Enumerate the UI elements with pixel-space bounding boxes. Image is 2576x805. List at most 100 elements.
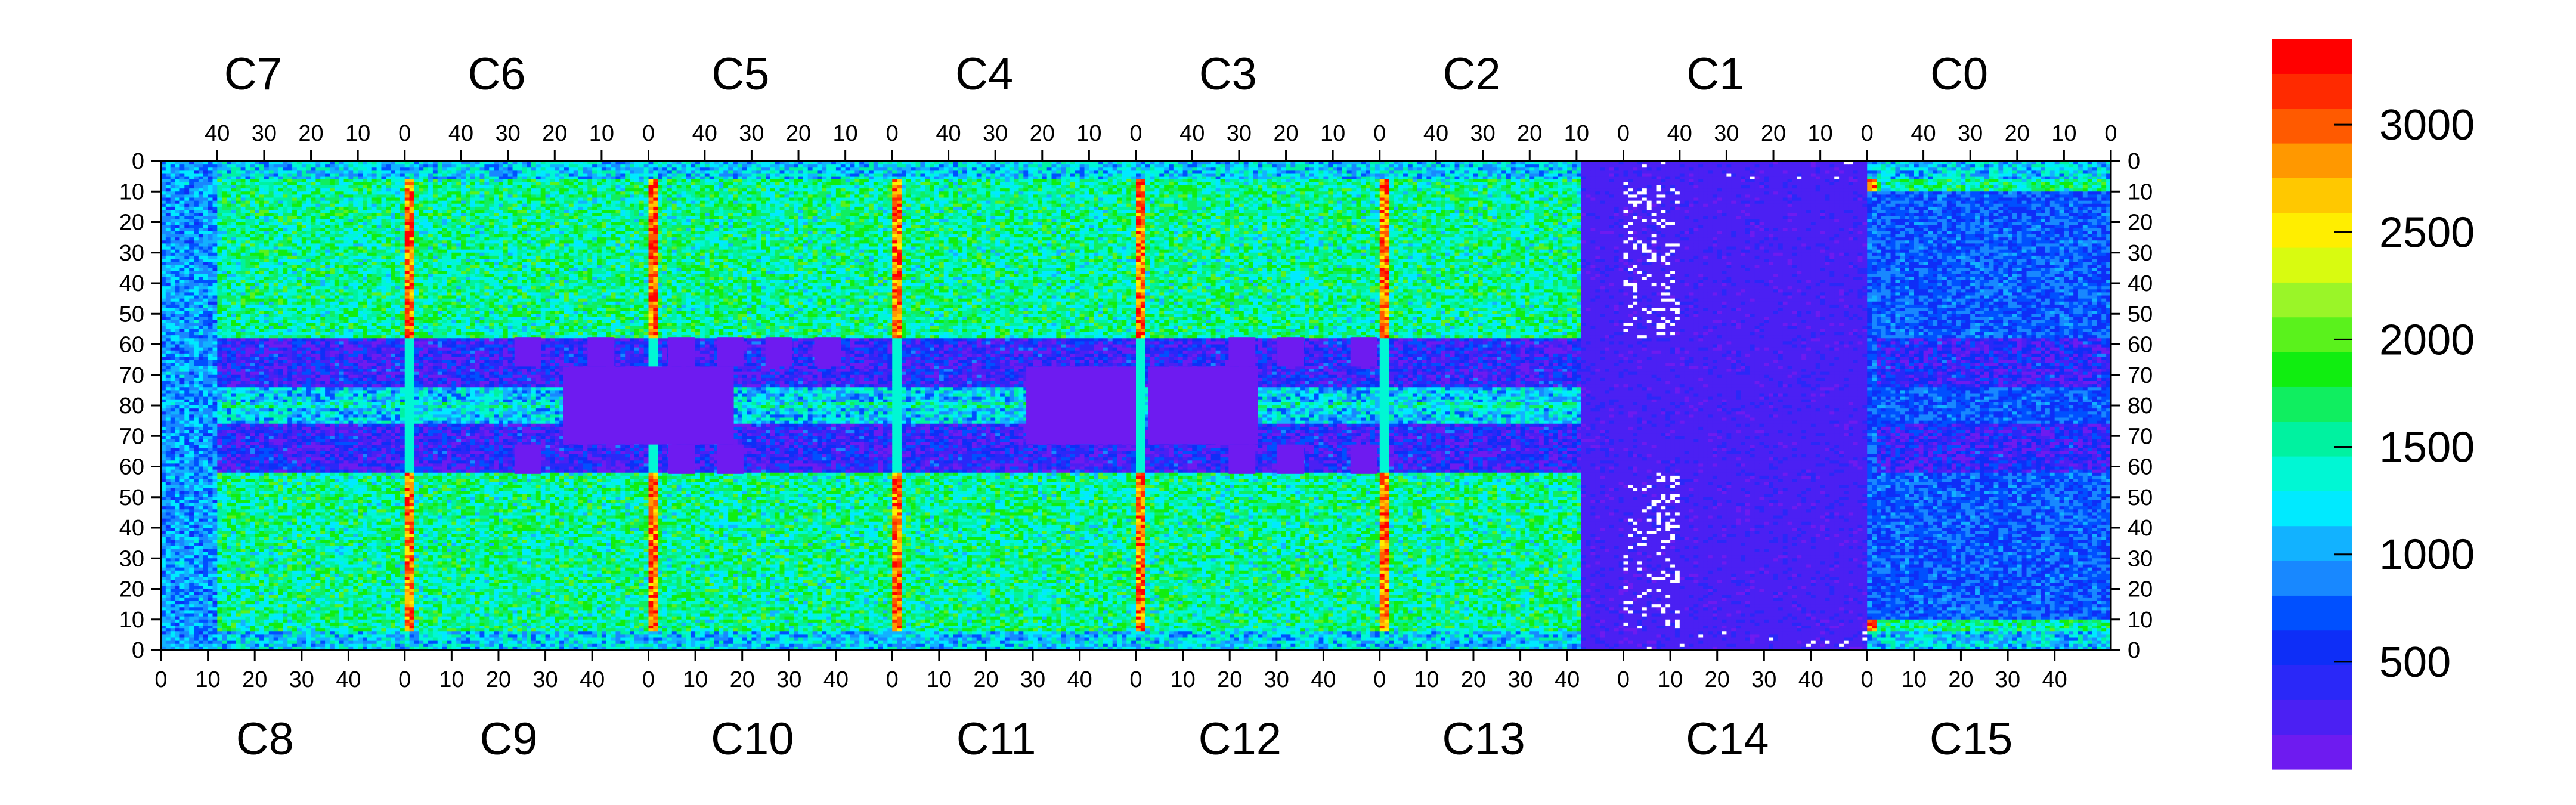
y-tick-label-right: 50 [2128,485,2153,510]
x-tick-label-bottom: 20 [1948,667,1973,692]
y-tick-label-left: 70 [119,424,144,449]
x-tick-label-bottom: 40 [1555,667,1580,692]
y-tick-label-right: 60 [2128,455,2153,480]
colorbar-segment [2272,109,2352,144]
colorbar-segment [2272,526,2352,561]
x-tick-label-top: 20 [2005,121,2030,146]
x-tick-label-top: 20 [1273,121,1298,146]
x-tick-label-bottom: 0 [642,667,655,692]
x-tick-label-bottom: 30 [1507,667,1532,692]
y-tick-label-right: 10 [2128,608,2153,633]
y-tick-label-right: 40 [2128,516,2153,541]
x-tick-label-top: 30 [739,121,764,146]
x-tick-label-bottom: 0 [886,667,899,692]
x-tick-label-top: 10 [345,121,370,146]
colorbar-segment [2272,422,2352,457]
y-tick-label-left: 10 [119,179,144,205]
colorbar-segment [2272,735,2352,770]
x-tick-label-top: 40 [1911,121,1936,146]
x-tick-label-bottom: 40 [1311,667,1336,692]
x-tick-label-bottom: 30 [1264,667,1289,692]
x-tick-label-top: 0 [1617,121,1630,146]
y-tick-label-left: 0 [132,149,144,174]
x-tick-label-top: 40 [448,121,473,146]
heatmap-cells [161,161,2111,651]
x-tick-label-bottom: 10 [1902,667,1927,692]
x-tick-label-top: 0 [1129,121,1142,146]
x-tick-label-bottom: 20 [1461,667,1486,692]
x-tick-label-bottom: 40 [2042,667,2067,692]
x-tick-label-top: 30 [496,121,521,146]
chip-label-bottom: C8 [236,714,294,764]
y-tick-label-left: 40 [119,271,144,296]
x-tick-label-bottom: 10 [1658,667,1683,692]
chip-label-bottom: C10 [711,714,794,764]
colorbar-segment [2272,491,2352,526]
x-tick-label-bottom: 20 [242,667,267,692]
x-tick-label-bottom: 40 [1067,667,1092,692]
x-tick-label-bottom: 40 [1798,667,1823,692]
x-tick-label-bottom: 30 [1995,667,2020,692]
x-tick-label-bottom: 0 [154,667,167,692]
x-tick-label-bottom: 10 [439,667,464,692]
y-tick-label-right: 70 [2128,363,2153,388]
colorbar-segment [2272,317,2352,352]
x-tick-label-bottom: 10 [1170,667,1195,692]
chip-label-top: C1 [1686,49,1744,100]
y-tick-label-right: 50 [2128,302,2153,327]
x-tick-label-bottom: 30 [1751,667,1776,692]
y-tick-label-right: 20 [2128,577,2153,602]
chip-label-bottom: C9 [480,714,538,764]
chip-label-top: C6 [468,49,526,100]
x-tick-label-bottom: 30 [1020,667,1045,692]
x-tick-label-bottom: 20 [1705,667,1730,692]
x-tick-label-top: 0 [398,121,411,146]
y-tick-label-right: 40 [2128,271,2153,296]
y-tick-label-left: 60 [119,333,144,358]
y-tick-label-right: 20 [2128,210,2153,236]
x-tick-label-top: 10 [589,121,614,146]
colorbar-segment [2272,247,2352,283]
y-tick-label-left: 0 [132,638,144,663]
y-tick-label-right: 10 [2128,179,2153,205]
chip-label-top: C3 [1199,49,1257,100]
x-tick-label-top: 40 [1423,121,1448,146]
x-tick-label-top: 0 [642,121,655,146]
colorbar-segment [2272,665,2352,700]
y-tick-label-left: 50 [119,485,144,510]
x-tick-label-bottom: 10 [195,667,220,692]
x-tick-label-bottom: 10 [1414,667,1439,692]
x-tick-label-top: 10 [2051,121,2076,146]
x-tick-label-bottom: 20 [973,667,998,692]
x-tick-label-top: 10 [1320,121,1345,146]
x-tick-label-bottom: 0 [1373,667,1386,692]
colorbar-segment [2272,595,2352,630]
x-tick-label-top: 40 [936,121,961,146]
y-tick-label-left: 30 [119,241,144,266]
x-tick-label-top: 30 [1958,121,1983,146]
chip-label-bottom: C11 [956,714,1036,764]
x-tick-label-bottom: 30 [289,667,314,692]
x-tick-label-top: 30 [1227,121,1252,146]
x-tick-label-top: 20 [1761,121,1786,146]
x-tick-label-top: 40 [1179,121,1205,146]
colorbar-tick-label: 2500 [2379,209,2475,256]
y-tick-label-right: 30 [2128,546,2153,571]
colorbar-segment [2272,73,2352,109]
x-tick-label-bottom: 20 [486,667,511,692]
colorbar-tick-label: 1500 [2379,424,2475,472]
chip-label-bottom: C15 [1930,714,2012,764]
x-tick-label-top: 20 [1517,121,1542,146]
chip-label-top: C4 [955,49,1013,100]
colorbar-tick-label: 500 [2379,639,2451,686]
x-tick-label-top: 10 [1076,121,1101,146]
x-tick-label-top: 40 [1667,121,1692,146]
colorbar-tick-label: 1000 [2379,531,2475,579]
chip-label-bottom: C12 [1199,714,1281,764]
chip-label-top: C2 [1443,49,1501,100]
y-tick-label-left: 70 [119,363,144,388]
x-tick-label-top: 20 [298,121,323,146]
x-tick-label-top: 10 [1564,121,1589,146]
x-tick-label-bottom: 40 [336,667,361,692]
x-tick-label-bottom: 30 [776,667,801,692]
